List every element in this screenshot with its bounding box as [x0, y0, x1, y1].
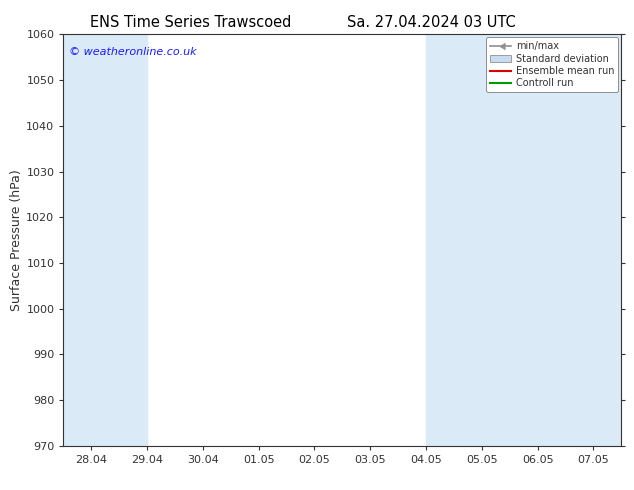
Bar [510, 34, 621, 446]
Bar [426, 34, 510, 446]
Text: Sa. 27.04.2024 03 UTC: Sa. 27.04.2024 03 UTC [347, 15, 515, 30]
Y-axis label: Surface Pressure (hPa): Surface Pressure (hPa) [11, 169, 23, 311]
Text: ENS Time Series Trawscoed: ENS Time Series Trawscoed [89, 15, 291, 30]
Text: © weatheronline.co.uk: © weatheronline.co.uk [69, 47, 197, 57]
Bar [63, 34, 147, 446]
Legend: min/max, Standard deviation, Ensemble mean run, Controll run: min/max, Standard deviation, Ensemble me… [486, 37, 618, 92]
